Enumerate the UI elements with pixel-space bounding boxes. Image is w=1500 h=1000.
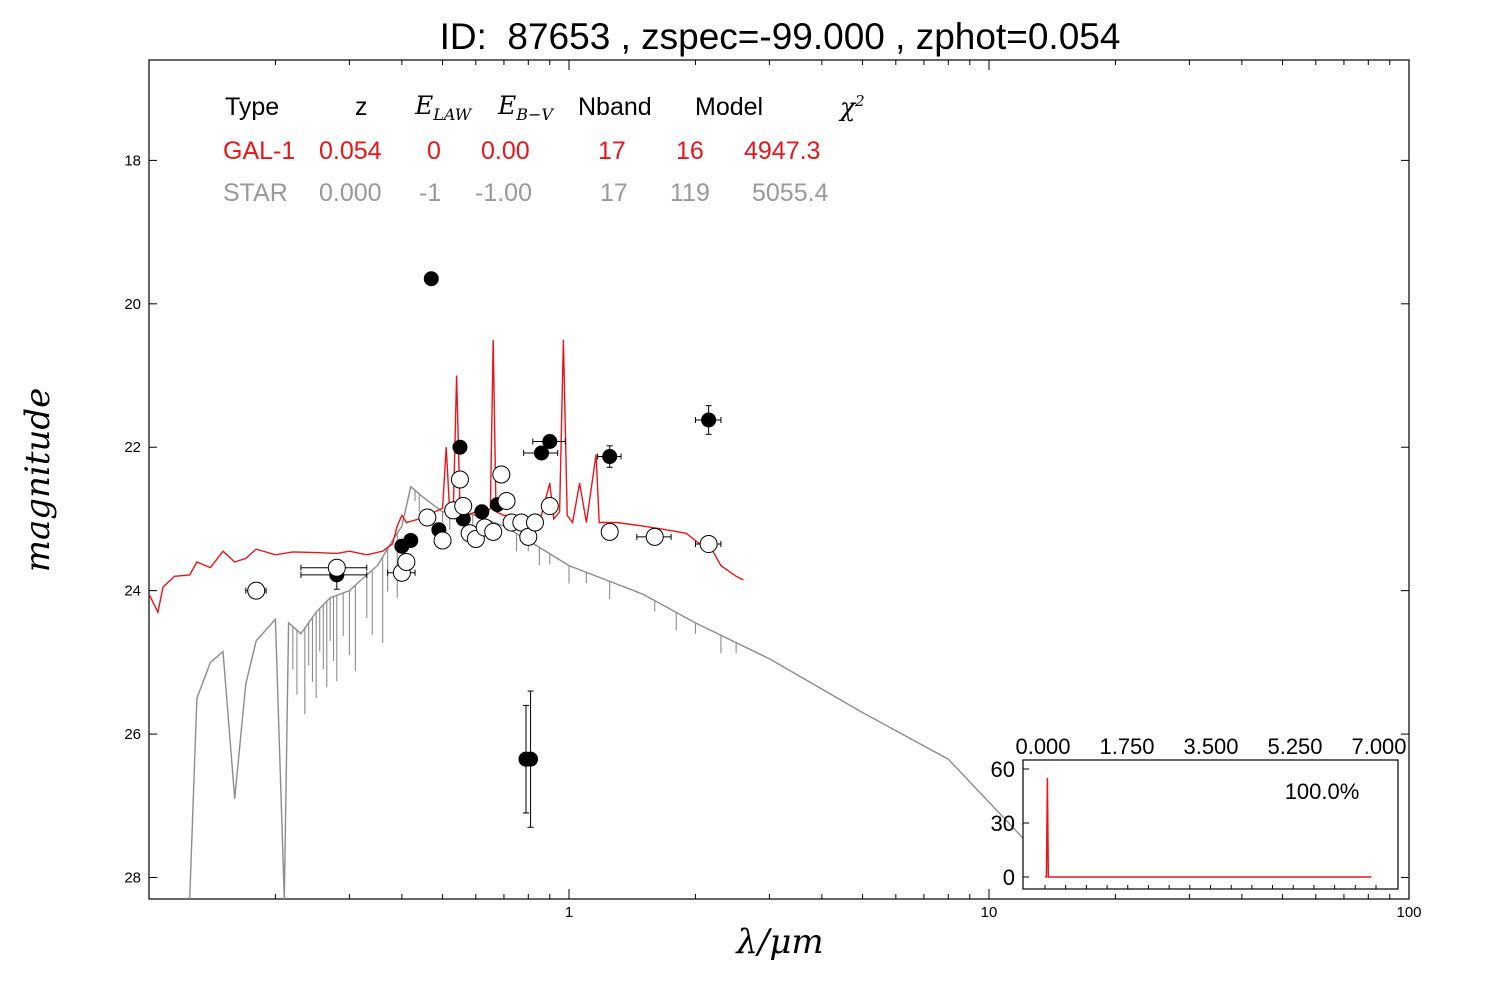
y-tick-label: 28 xyxy=(124,869,141,886)
star-name: STAR xyxy=(223,179,288,207)
chart-title: ID: 87653 , zspec=-99.000 , zphot=0.054 xyxy=(439,16,1121,57)
inset-y-tick-label: 30 xyxy=(991,811,1015,836)
gal-z: 0.054 xyxy=(319,137,382,165)
star-z: 0.000 xyxy=(319,179,382,207)
table-header-z: z xyxy=(355,93,368,121)
model-point xyxy=(484,522,503,541)
observed-point xyxy=(423,271,439,287)
model-point xyxy=(327,558,346,577)
model-point xyxy=(247,581,266,600)
model-point xyxy=(699,535,718,554)
y-tick-label: 22 xyxy=(124,439,141,456)
observed-point xyxy=(394,538,410,554)
model-point xyxy=(454,497,473,516)
inset-pdf-curve xyxy=(1045,777,1372,878)
observed-point xyxy=(523,751,539,767)
observed-point xyxy=(452,439,468,455)
star-ebv: -1.00 xyxy=(475,179,532,207)
model-point xyxy=(433,531,452,550)
model-point xyxy=(492,465,511,484)
table-header-chi2: χ2 xyxy=(840,92,865,122)
star-spectrum-layer xyxy=(189,485,1031,899)
inset-y-tick-label: 60 xyxy=(991,757,1015,782)
y-tick-label: 20 xyxy=(124,296,141,313)
observed-point xyxy=(701,412,717,428)
model-point xyxy=(418,508,437,527)
table-header-type: Type xyxy=(225,93,280,121)
redshift-pdf-inset: 0.000 1.750 3.500 5.250 7.000 60 30 0 100.0% xyxy=(991,734,1407,890)
model-point xyxy=(450,470,469,489)
star-model: 119 xyxy=(670,179,710,207)
gal-name: GAL-1 xyxy=(223,137,296,165)
star-chi2: 5055.4 xyxy=(752,179,829,207)
galaxy-spectrum-line xyxy=(149,339,744,615)
y-tick-label: 26 xyxy=(124,726,141,743)
y-axis-label: magnitude xyxy=(18,387,58,573)
table-header-model: Model xyxy=(695,93,764,121)
observed-point xyxy=(533,445,549,461)
gal-model: 16 xyxy=(676,137,704,165)
y-tick-label: 18 xyxy=(124,152,141,169)
star-law: -1 xyxy=(419,179,442,207)
plot-frame xyxy=(148,59,1410,900)
inset-y-tick-label: 0 xyxy=(1003,865,1015,890)
observed-point xyxy=(602,449,618,465)
model-point xyxy=(600,522,619,541)
galaxy-spectrum-layer xyxy=(149,339,744,615)
error-bars xyxy=(245,405,722,828)
table-header-nband: Nband xyxy=(578,93,652,121)
star-nband: 17 xyxy=(600,179,628,207)
gal-chi2: 4947.3 xyxy=(744,137,821,165)
y-tick-label: 24 xyxy=(124,583,141,600)
model-point xyxy=(526,513,545,532)
observed-point xyxy=(474,504,490,520)
gal-nband: 17 xyxy=(598,137,626,165)
inset-x-tick-label: 1.750 xyxy=(1099,734,1154,759)
gal-ebv: 0.00 xyxy=(481,137,530,165)
x-tick-label: 1 xyxy=(565,904,573,921)
inset-percent-label: 100.0% xyxy=(1285,779,1360,804)
gal-law: 0 xyxy=(427,137,441,165)
data-points xyxy=(247,271,718,767)
inset-x-tick-label: 0.000 xyxy=(1015,734,1070,759)
inset-frame xyxy=(1022,759,1399,890)
observed-point xyxy=(542,433,558,449)
x-tick-label: 100 xyxy=(1396,904,1421,921)
inset-x-tick-label: 7.000 xyxy=(1351,734,1406,759)
model-point xyxy=(645,527,664,546)
x-tick-label: 10 xyxy=(981,904,998,921)
table-header-elaw: ELAW xyxy=(415,91,472,124)
inset-x-tick-label: 3.500 xyxy=(1183,734,1238,759)
model-point xyxy=(497,492,516,511)
axis-ticks: 18 20 22 24 26 28 1 10 100 xyxy=(124,60,1422,921)
model-point xyxy=(397,552,416,571)
star-spectrum-line xyxy=(189,485,1031,899)
x-axis-label: λ/μm xyxy=(736,922,824,962)
inset-x-tick-label: 5.250 xyxy=(1267,734,1322,759)
table-header-ebv: EB−V xyxy=(498,91,553,124)
model-point xyxy=(540,497,559,516)
